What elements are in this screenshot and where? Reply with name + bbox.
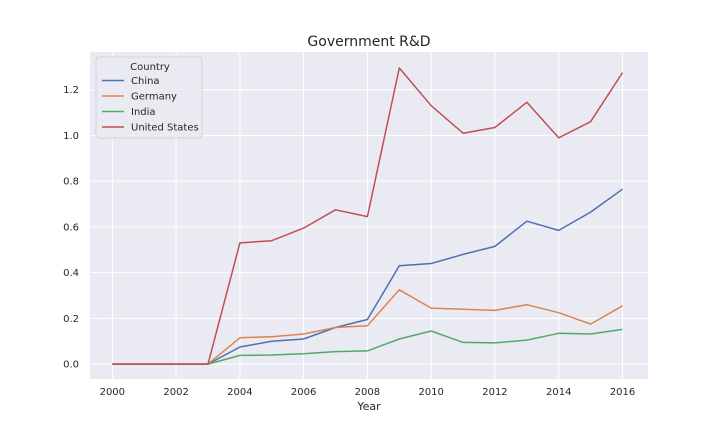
x-axis-label: Year [356, 400, 381, 413]
legend-title: Country [130, 62, 170, 73]
legend-items: China Germany India United States [102, 76, 199, 134]
legend-label-united-states: United States [131, 123, 199, 134]
y-tick-label: 0.6 [63, 222, 79, 233]
x-tick-label: 2008 [355, 387, 380, 398]
grid [90, 52, 648, 379]
legend-box [95, 56, 203, 139]
y-tick-label: 0.2 [63, 314, 79, 325]
x-tick-label: 2006 [291, 387, 316, 398]
x-tick-label: 2010 [418, 387, 443, 398]
series-line-united-states [112, 67, 624, 365]
y-tick-label: 0.4 [63, 268, 79, 279]
y-tick-label: 0.0 [63, 360, 79, 371]
legend-label-china: China [131, 76, 160, 87]
x-tick-label: 2014 [546, 387, 571, 398]
y-tick-label: 1.0 [63, 131, 79, 142]
legend-label-germany: Germany [131, 92, 177, 103]
series [112, 67, 624, 365]
x-tick-label: 2002 [163, 387, 188, 398]
y-tick-label: 1.2 [63, 85, 79, 96]
x-tick-label: 2016 [610, 387, 635, 398]
x-tick-label: 2000 [100, 387, 125, 398]
x-tick-label: 2004 [227, 387, 252, 398]
chart-title: Government R&D [307, 34, 430, 50]
legend-label-india: India [131, 107, 156, 118]
x-tick-label: 2012 [482, 387, 507, 398]
ticks: 2000 2002 2004 2006 2008 2010 2012 2014 2016 0.0 0… [63, 85, 635, 398]
y-tick-label: 0.8 [63, 177, 79, 188]
legend: Country China Germany India United States [95, 56, 203, 139]
